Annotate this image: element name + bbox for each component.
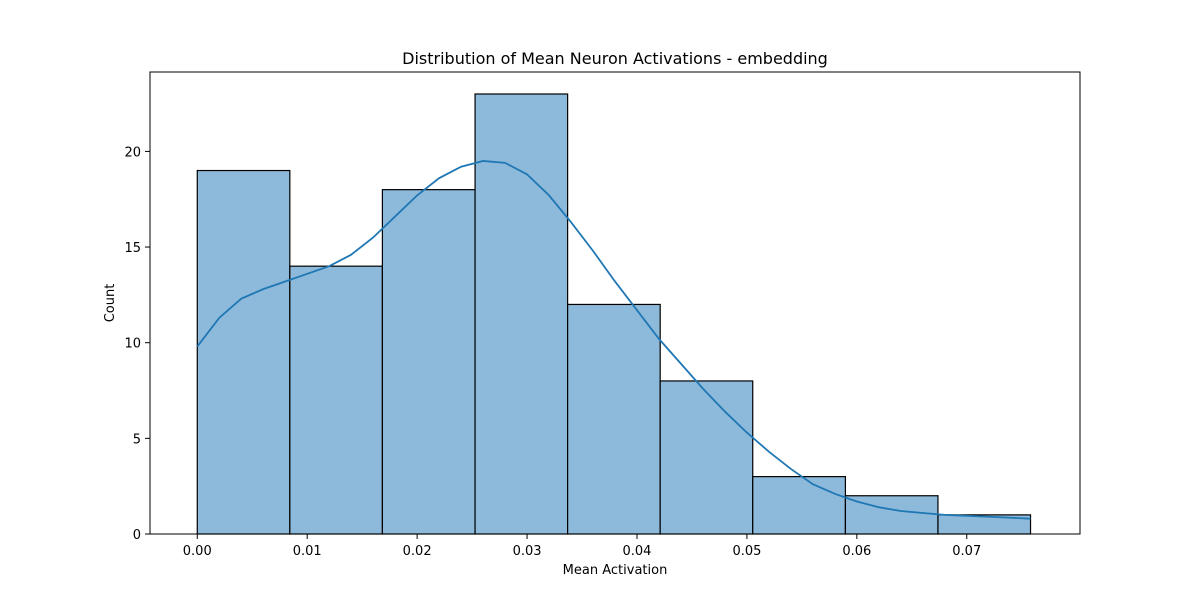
histogram-bar [196, 169, 291, 535]
bars-group [196, 93, 1032, 535]
plot-frame [149, 71, 1081, 535]
histogram-bar [752, 476, 847, 535]
histogram-bar [659, 380, 754, 535]
y-tick-label: 5 [133, 432, 141, 447]
x-tick-label: 0.00 [183, 544, 212, 559]
x-tick-label: 0.03 [513, 544, 542, 559]
y-axis-ticks: 0 5 10 15 20 [124, 145, 150, 543]
x-axis-ticks: 0.00 0.01 0.02 0.03 0.04 0.05 0.06 0.07 [183, 534, 981, 559]
x-tick-label: 0.02 [403, 544, 432, 559]
y-tick-label: 15 [124, 241, 141, 256]
y-axis-label: Count [103, 284, 118, 323]
histogram-bar [381, 189, 476, 535]
x-tick-label: 0.01 [293, 544, 322, 559]
x-tick-label: 0.06 [842, 544, 871, 559]
y-tick-label: 10 [124, 337, 141, 352]
histogram-bar [289, 265, 383, 535]
x-axis-label: Mean Activation [563, 563, 668, 578]
chart-title: Distribution of Mean Neuron Activations … [402, 49, 828, 68]
y-tick-label: 0 [133, 528, 141, 543]
x-tick-label: 0.07 [952, 544, 981, 559]
x-tick-label: 0.05 [732, 544, 761, 559]
histogram-bar [567, 303, 661, 535]
y-tick-label: 20 [124, 145, 141, 160]
kde-curve [196, 160, 1031, 520]
histogram-bar [474, 93, 569, 535]
x-tick-label: 0.04 [623, 544, 652, 559]
